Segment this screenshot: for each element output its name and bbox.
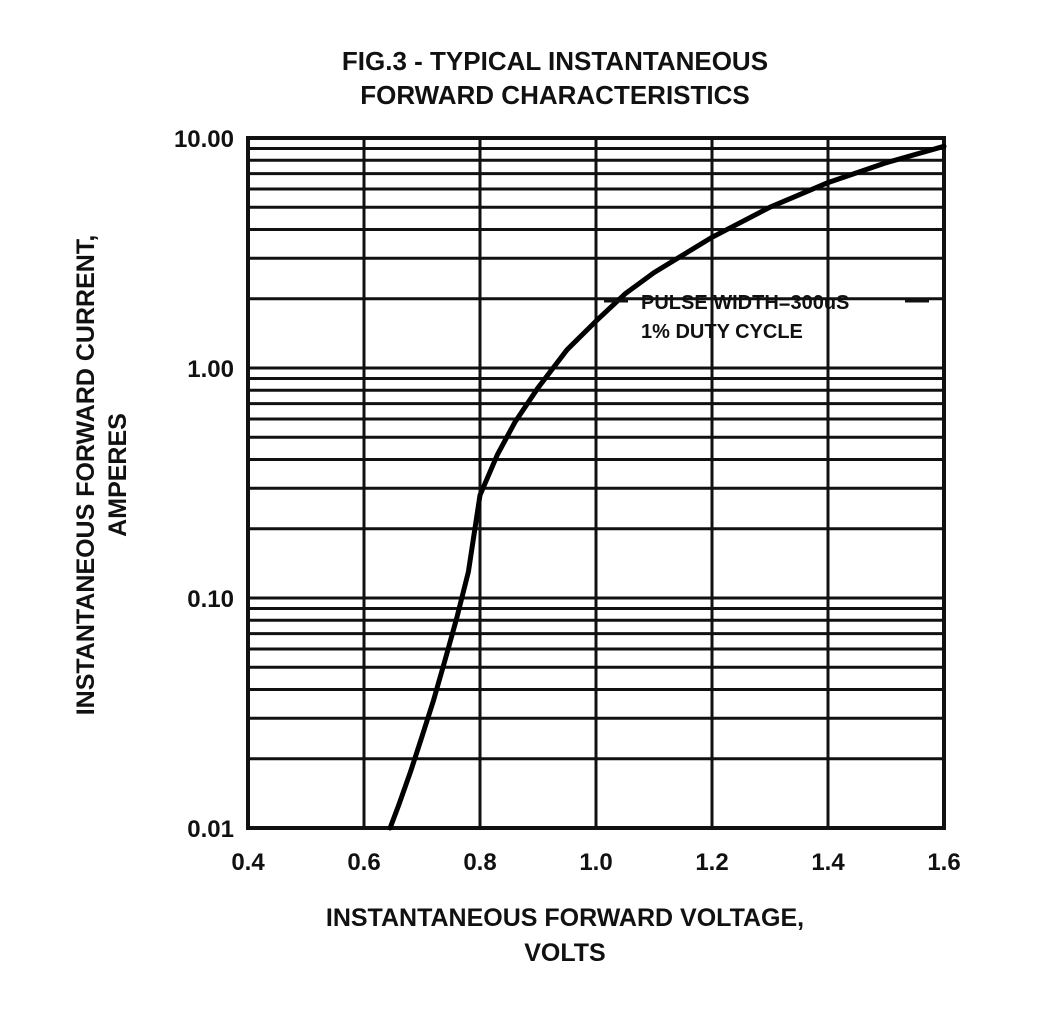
x-axis-title-line-2: VOLTS xyxy=(524,939,605,967)
x-tick-labels: 0.4 0.6 0.8 1.0 1.2 1.4 1.6 xyxy=(231,849,960,876)
x-tick-label: 1.4 xyxy=(811,849,845,876)
x-axis-title-line-1: INSTANTANEOUS FORWARD VOLTAGE, xyxy=(326,904,804,932)
plot-frame xyxy=(246,136,946,830)
grid xyxy=(246,136,946,830)
forward-current-curve xyxy=(387,143,947,831)
y-tick-labels: 0.01 0.10 1.00 10.00 xyxy=(174,126,234,843)
chart-title-line-2: FORWARD CHARACTERISTICS xyxy=(360,80,750,110)
annotation-line-1: PULSE WIDTH=300uS xyxy=(641,292,849,314)
y-axis-title-line-2: AMPERES xyxy=(104,413,132,537)
chart-title-line-1: FIG.3 - TYPICAL INSTANTANEOUS xyxy=(342,46,768,76)
curve-layer xyxy=(387,143,947,831)
x-tick-label: 0.8 xyxy=(463,849,496,876)
x-tick-label: 1.0 xyxy=(579,849,612,876)
x-tick-label: 1.6 xyxy=(927,849,960,876)
y-axis-title-line-1: INSTANTANEOUS FORWARD CURRENT, xyxy=(72,235,100,716)
y-tick-label: 1.00 xyxy=(187,356,234,383)
x-tick-label: 0.6 xyxy=(347,849,380,876)
x-tick-label: 0.4 xyxy=(231,849,265,876)
x-tick-label: 1.2 xyxy=(695,849,728,876)
y-tick-label: 0.10 xyxy=(187,586,234,613)
annotation: PULSE WIDTH=300uS 1% DUTY CYCLE xyxy=(604,292,929,343)
annotation-line-2: 1% DUTY CYCLE xyxy=(641,321,803,343)
y-tick-label: 0.01 xyxy=(187,816,234,843)
y-tick-label: 10.00 xyxy=(174,126,234,153)
